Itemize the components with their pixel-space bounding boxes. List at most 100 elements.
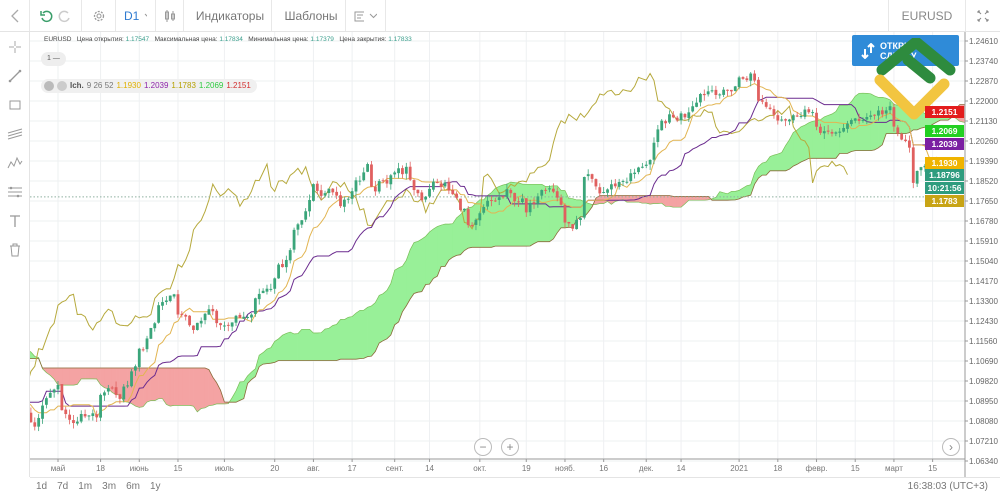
time-tick-label: 20 bbox=[270, 464, 279, 473]
cloud-segment bbox=[57, 367, 63, 386]
cloud-segment bbox=[402, 259, 407, 313]
range-1y[interactable]: 1y bbox=[149, 481, 161, 492]
candle-body bbox=[733, 86, 737, 91]
range-1m[interactable]: 1m bbox=[78, 481, 93, 492]
candle bbox=[300, 219, 304, 228]
time-tick-label: авг. bbox=[307, 464, 320, 473]
settings-button[interactable] bbox=[82, 0, 116, 31]
remove-indicator-icon[interactable] bbox=[44, 81, 54, 91]
pattern-tool[interactable] bbox=[0, 148, 30, 177]
candle-body bbox=[911, 147, 915, 183]
symbol-select[interactable]: EURUSD bbox=[888, 0, 966, 31]
line-tool[interactable] bbox=[0, 61, 30, 90]
cloud-segment bbox=[425, 231, 430, 285]
candle-body bbox=[172, 294, 176, 297]
snapshot-button[interactable] bbox=[346, 0, 386, 31]
candle-body bbox=[253, 298, 257, 314]
cloud-segment bbox=[359, 309, 364, 359]
channel-tool[interactable] bbox=[0, 119, 30, 148]
fibonacci-tool[interactable] bbox=[0, 177, 30, 206]
candle-body bbox=[586, 174, 590, 177]
candle bbox=[172, 293, 176, 299]
candle-body bbox=[908, 140, 911, 148]
candle bbox=[648, 159, 652, 170]
candle bbox=[807, 106, 811, 114]
candle-body bbox=[594, 179, 598, 187]
candle bbox=[772, 105, 776, 119]
range-7d[interactable]: 7d bbox=[57, 481, 69, 492]
candle bbox=[563, 203, 567, 229]
cloud-segment bbox=[166, 367, 171, 407]
candle bbox=[184, 313, 188, 321]
cloud-segment bbox=[69, 367, 74, 386]
candle-body bbox=[428, 188, 431, 197]
candle-body bbox=[702, 93, 706, 96]
candle bbox=[122, 384, 126, 403]
candle-body bbox=[691, 106, 695, 112]
text-tool[interactable] bbox=[0, 206, 30, 235]
candle bbox=[660, 119, 664, 131]
zoom-out-button[interactable]: − bbox=[474, 438, 492, 456]
candle-body bbox=[795, 115, 799, 117]
server-clock: 16:38:03 (UTC+3) bbox=[907, 481, 988, 492]
candle-body bbox=[896, 127, 900, 134]
candle bbox=[644, 161, 648, 169]
candle-body bbox=[281, 263, 284, 268]
candle bbox=[749, 71, 753, 87]
cloud-segment bbox=[189, 367, 194, 407]
candle-body bbox=[230, 322, 234, 327]
redo-icon[interactable] bbox=[58, 9, 72, 23]
candle-body bbox=[602, 192, 606, 194]
chart-type-button[interactable] bbox=[156, 0, 184, 31]
candle-body bbox=[184, 314, 188, 317]
cloud-segment bbox=[673, 196, 678, 208]
cloud-segment bbox=[340, 319, 345, 360]
candle-body bbox=[288, 250, 292, 261]
indicators-button[interactable]: Индикаторы bbox=[184, 0, 272, 31]
pane-selector[interactable]: 1 — bbox=[41, 52, 66, 66]
range-3m[interactable]: 3m bbox=[102, 481, 117, 492]
scroll-to-latest-button[interactable]: › bbox=[942, 438, 960, 456]
candle bbox=[126, 380, 130, 389]
candle bbox=[513, 192, 517, 207]
candle-body bbox=[532, 202, 536, 204]
cloud-segment bbox=[185, 367, 190, 406]
price-tick-label: 1.20260 bbox=[969, 137, 998, 146]
cloud-segment bbox=[522, 183, 527, 247]
kijun-price-badge: 1.2039 bbox=[925, 138, 964, 150]
candle-body bbox=[865, 116, 869, 120]
candle bbox=[896, 125, 900, 137]
time-tick-label: 16 bbox=[599, 464, 608, 473]
indicator-legend[interactable]: Ich. 9 26 52 1.1930 1.2039 1.1783 1.2069… bbox=[41, 79, 257, 93]
candle-body bbox=[571, 224, 575, 229]
zoom-in-button[interactable]: + bbox=[501, 438, 519, 456]
cloud-segment bbox=[371, 302, 376, 357]
candle-body bbox=[41, 405, 44, 419]
candle-body bbox=[370, 164, 373, 187]
timeframe-select[interactable]: D1 bbox=[116, 0, 156, 31]
candle bbox=[195, 322, 199, 331]
candle-body bbox=[904, 139, 907, 142]
candle bbox=[223, 321, 226, 332]
candle-body bbox=[331, 188, 335, 193]
undo-icon[interactable] bbox=[39, 9, 53, 23]
candle bbox=[83, 409, 87, 419]
candle-body bbox=[826, 130, 830, 132]
candle-body bbox=[846, 123, 849, 129]
candle-body bbox=[776, 115, 780, 121]
range-1d[interactable]: 1d bbox=[36, 481, 48, 492]
candle-body bbox=[404, 166, 408, 174]
fullscreen-button[interactable] bbox=[966, 0, 1000, 31]
templates-button[interactable]: Шаблоны bbox=[272, 0, 346, 31]
candle-body bbox=[466, 209, 470, 226]
delete-tool[interactable] bbox=[0, 235, 30, 264]
candle-body bbox=[385, 180, 389, 184]
crosshair-tool[interactable] bbox=[0, 32, 30, 61]
range-6m[interactable]: 6m bbox=[126, 481, 140, 492]
back-button[interactable] bbox=[0, 0, 30, 31]
candle-body bbox=[30, 412, 33, 423]
indicator-settings-gear-icon[interactable] bbox=[57, 81, 67, 91]
cloud-segment bbox=[355, 310, 361, 360]
rectangle-tool[interactable] bbox=[0, 90, 30, 119]
